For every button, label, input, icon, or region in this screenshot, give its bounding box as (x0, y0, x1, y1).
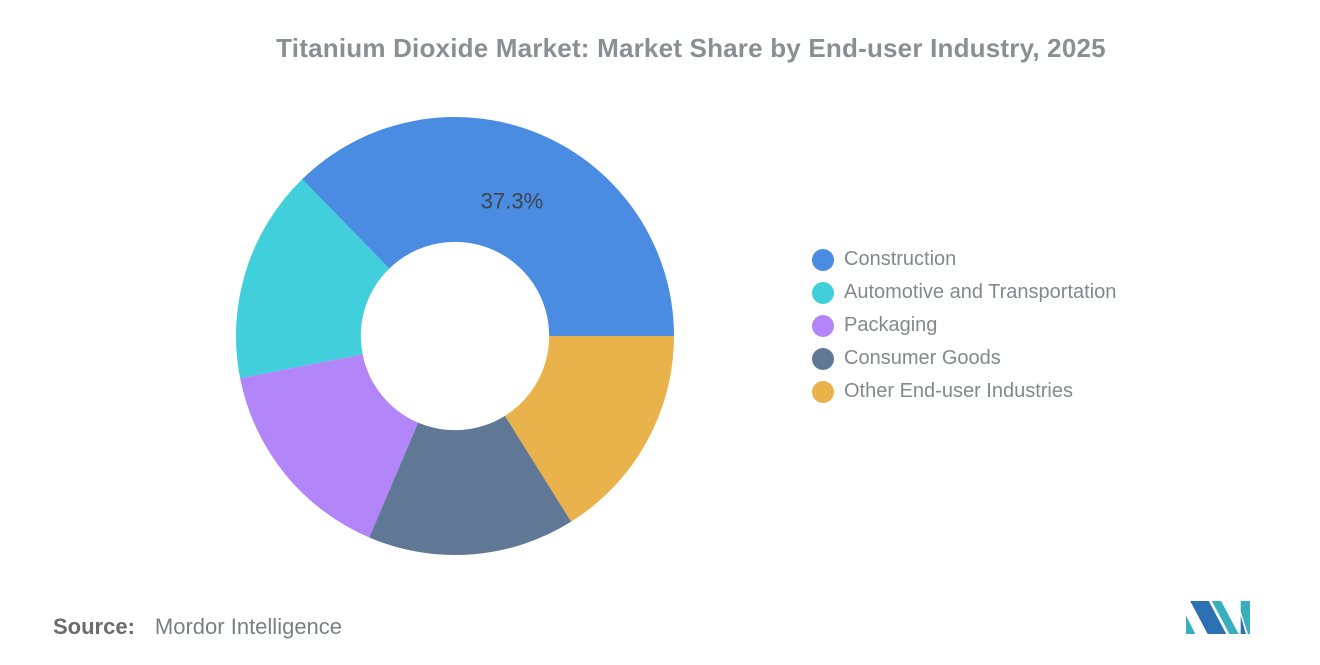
source-line: Source: Mordor Intelligence (53, 614, 342, 640)
legend-item-consumer-goods: Consumer Goods (812, 342, 1116, 375)
pie-slice-consumer-goods (369, 415, 572, 555)
legend-item-packaging: Packaging (812, 309, 1116, 342)
legend-color-dot-consumer-goods (812, 347, 834, 370)
pie-slice-automotive-and-transportation (236, 179, 390, 379)
legend-item-construction: Construction (812, 243, 1116, 276)
legend-color-dot-construction (812, 248, 834, 271)
logo-shape-teal-bar (1240, 601, 1250, 634)
pie-slice-construction (302, 117, 674, 336)
chart-legend: Construction Automotive and Transportatio… (812, 243, 1116, 408)
legend-color-dot-automotive-and-transportation (812, 281, 834, 304)
pie-slice-other-end-user-industries (504, 336, 674, 522)
logo-shape-teal-diagonal (1211, 601, 1239, 634)
legend-color-dot-packaging (812, 314, 834, 337)
source-label: Source: (53, 614, 135, 639)
legend-label-other-end-user-industries: Other End-user Industries (844, 380, 1073, 402)
legend-label-packaging: Packaging (844, 314, 938, 336)
legend-item-automotive-and-transportation: Automotive and Transportation (812, 276, 1116, 309)
pie-slice-packaging (240, 354, 419, 538)
logo-shape-teal-left-triangle (1186, 615, 1196, 634)
chart-title: Titanium Dioxide Market: Market Share by… (276, 33, 1106, 63)
legend-item-other-end-user-industries: Other End-user Industries (812, 375, 1116, 408)
slice-value-label-construction: 37.3% (481, 188, 543, 213)
legend-label-automotive-and-transportation: Automotive and Transportation (844, 281, 1117, 303)
logo-shape-blue-diagonal (1190, 601, 1227, 634)
donut-chart: 37.3% (236, 117, 674, 555)
logo-shape-blue-triangle (1240, 615, 1246, 634)
mordor-intelligence-logo (1186, 601, 1250, 634)
source-value: Mordor Intelligence (154, 614, 343, 639)
legend-label-consumer-goods: Consumer Goods (844, 347, 1001, 369)
legend-label-construction: Construction (844, 248, 957, 270)
legend-color-dot-other-end-user-industries (812, 380, 834, 403)
